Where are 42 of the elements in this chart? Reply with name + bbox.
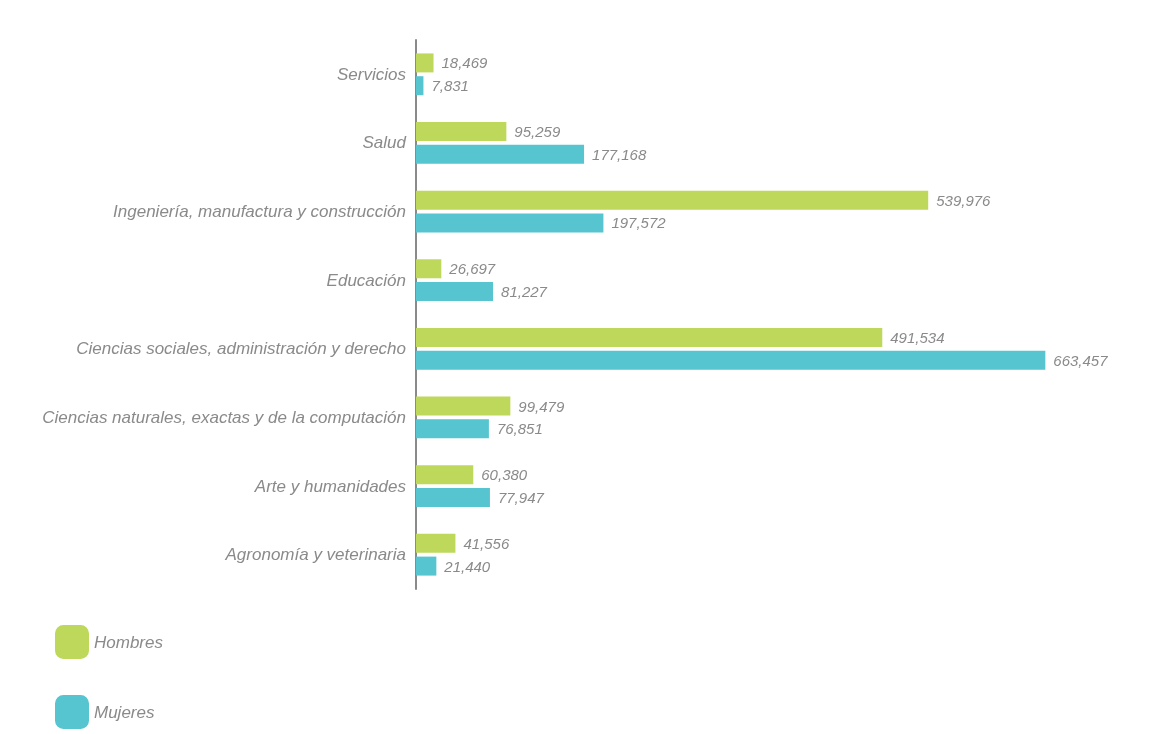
- y-tick-label: Arte y humanidades: [253, 476, 407, 496]
- bar: [416, 259, 442, 279]
- bar: [416, 350, 1046, 370]
- data-label: 77,947: [497, 488, 545, 506]
- data-label: 95,259: [514, 123, 561, 141]
- y-tick-label: Ingeniería, manufactura y construcción: [113, 202, 406, 222]
- bar: [416, 190, 929, 210]
- y-tick-label: Agronomía y veterinaria: [224, 545, 406, 565]
- data-label: 99,479: [518, 397, 565, 415]
- data-label: 177,168: [592, 145, 647, 163]
- data-label: 663,457: [1053, 351, 1109, 369]
- data-label: 539,976: [936, 191, 992, 209]
- y-tick-label: Educación: [326, 270, 406, 290]
- bar: [416, 282, 494, 302]
- data-label: 491,534: [890, 328, 945, 346]
- data-label: 41,556: [463, 534, 510, 552]
- bar: [416, 533, 456, 553]
- bar: [416, 53, 434, 73]
- data-label: 26,697: [448, 260, 496, 278]
- legend-label: Hombres: [94, 632, 164, 652]
- bar: [416, 327, 883, 347]
- data-label: 18,469: [441, 54, 489, 72]
- data-label: 197,572: [611, 214, 667, 232]
- bar: [416, 213, 604, 233]
- bar: [416, 76, 424, 96]
- y-tick-label: Servicios: [337, 64, 407, 84]
- bar: [416, 122, 507, 142]
- bar: [416, 465, 474, 485]
- bar: [416, 556, 437, 576]
- data-label: 76,851: [496, 420, 543, 438]
- bar: [416, 396, 511, 416]
- y-tick-label: Salud: [362, 133, 407, 153]
- data-label: 7,831: [431, 77, 469, 95]
- data-label: 81,227: [501, 283, 548, 301]
- legend-label: Mujeres: [94, 702, 155, 722]
- y-tick-label: Ciencias sociales, administración y derecho: [76, 339, 406, 359]
- bar: [416, 144, 585, 164]
- bar: [416, 487, 490, 507]
- data-label: 60,380: [481, 466, 528, 484]
- data-label: 21,440: [443, 557, 491, 575]
- y-tick-label: Ciencias naturales, exactas y de la computación: [42, 407, 406, 427]
- bar: [416, 419, 489, 439]
